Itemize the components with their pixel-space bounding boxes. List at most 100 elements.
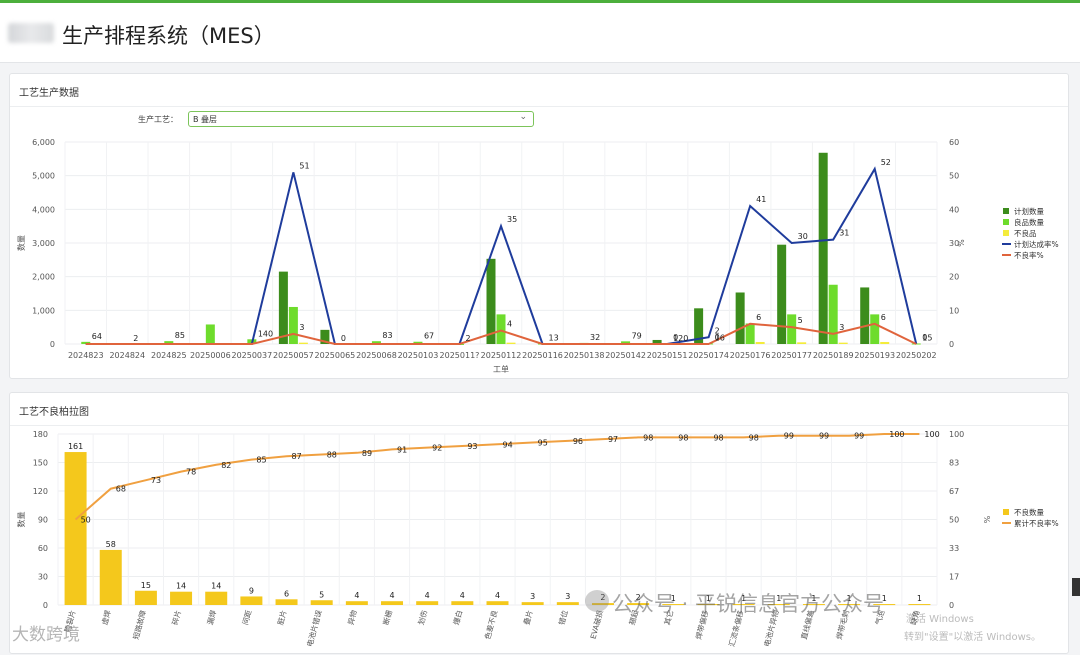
y-tick-label: 180 — [33, 430, 48, 439]
bar — [345, 601, 368, 605]
y-tick-label: 6,000 — [32, 138, 55, 147]
x-tick-label: 缺角 — [908, 609, 922, 626]
data-label: 16 — [715, 333, 725, 342]
process-filter-label: 生产工艺： — [138, 115, 178, 124]
data-label: 41 — [756, 195, 766, 204]
bar — [240, 596, 263, 605]
data-label: 51 — [299, 161, 309, 170]
data-label: 1 — [811, 594, 816, 603]
data-label: 2 — [636, 593, 641, 602]
y-tick-label: 150 — [33, 459, 48, 468]
data-label: 1 — [671, 594, 676, 603]
bar — [556, 602, 579, 605]
bar — [591, 603, 614, 605]
production-chart: 01,0002,0003,0004,0005,0006,000010203040… — [16, 138, 1059, 374]
x-tick-label: 色差不良 — [482, 608, 500, 640]
y-tick-label: 5,000 — [32, 172, 55, 181]
bar — [81, 341, 91, 344]
data-label: 82 — [221, 461, 231, 470]
bar — [451, 601, 474, 605]
bar — [416, 601, 439, 605]
x-tick-label: 异物 — [345, 608, 359, 626]
data-label: 87 — [292, 452, 302, 461]
data-label: 2 — [715, 326, 720, 335]
bar — [767, 604, 790, 606]
x-tick-label: 电池片错误 — [304, 608, 323, 647]
x-tick-label: 20250006 — [190, 351, 231, 360]
bar — [413, 341, 423, 344]
data-label: 1 — [741, 594, 746, 603]
windows-activation-title: 激活 Windows — [906, 614, 974, 625]
chevron-down-icon[interactable]: ⌄ — [519, 112, 527, 122]
data-label: 3 — [565, 592, 570, 601]
x-axis-title: 工单 — [493, 364, 509, 374]
bar — [310, 600, 333, 605]
bar — [802, 604, 825, 606]
bar — [275, 599, 298, 605]
x-tick-label: 20250116 — [522, 351, 563, 360]
y-tick-label: 3,000 — [32, 239, 55, 248]
data-label: 88 — [327, 451, 337, 460]
legend-swatch — [1003, 208, 1009, 214]
data-label: 5 — [319, 590, 324, 599]
y2-axis-title: % — [956, 239, 965, 247]
bar — [838, 604, 861, 606]
x-tick-label: 爆白 — [451, 609, 465, 626]
top-accent-bar — [0, 0, 1080, 3]
y2-tick-label: 0 — [949, 601, 954, 610]
x-tick-label: 碎片 — [169, 609, 183, 626]
data-label: 15 — [141, 581, 151, 590]
data-label: 14 — [211, 582, 221, 591]
y2-tick-label: 20 — [949, 273, 959, 282]
data-label: 31 — [839, 229, 849, 238]
x-tick-label: 其它 — [662, 609, 676, 626]
data-label: 52 — [881, 158, 891, 167]
bar — [697, 604, 720, 606]
data-label: 15 — [922, 333, 932, 342]
data-label: 91 — [397, 445, 407, 454]
data-label: 100 — [924, 430, 939, 439]
x-tick-label: 20250174 — [688, 351, 729, 360]
x-tick-label: 20250057 — [273, 351, 314, 360]
bar — [64, 452, 87, 605]
process-select[interactable]: B 叠层 ⌄ — [188, 111, 534, 127]
x-tick-label: 20250189 — [813, 351, 854, 360]
x-tick-label: 20250176 — [730, 351, 771, 360]
legend-label: 不良数量 — [1014, 507, 1044, 517]
app-header: 生产排程系统（MES） — [0, 3, 1080, 63]
watermark-text: 公众号 · 平锐信息官方公众号 — [612, 592, 885, 616]
y-axis-title: 数量 — [16, 235, 26, 251]
y2-tick-label: 17 — [949, 573, 959, 582]
process-select-value: B 叠层 — [193, 115, 218, 124]
x-tick-label: 20250068 — [356, 351, 397, 360]
cumulative-line — [74, 433, 920, 521]
bar — [870, 314, 880, 344]
data-label: 67 — [424, 332, 434, 341]
side-tab[interactable] — [1072, 578, 1080, 596]
y2-tick-label: 10 — [949, 306, 959, 315]
bar — [621, 341, 631, 344]
bar — [288, 306, 298, 344]
x-tick-label: 20250138 — [564, 351, 605, 360]
data-label: 4 — [495, 591, 500, 600]
bar — [745, 323, 755, 344]
x-tick-label: 间距 — [241, 609, 254, 626]
data-label: 14 — [176, 582, 186, 591]
y2-tick-label: 30 — [949, 239, 959, 248]
x-tick-label: 划伤 — [416, 609, 430, 626]
bar — [694, 308, 704, 344]
bar — [828, 284, 838, 344]
bar — [818, 152, 828, 344]
bar — [880, 341, 890, 344]
data-label: 0 — [715, 333, 720, 342]
data-label: 96 — [573, 437, 583, 446]
panel-title: 工艺生产数据 — [19, 88, 79, 99]
data-label: 6 — [756, 313, 761, 322]
bar — [662, 604, 685, 606]
x-tick-label: 20250202 — [896, 351, 937, 360]
x-tick-label: 20250142 — [605, 351, 646, 360]
legend-label: 良品数量 — [1014, 217, 1044, 227]
data-label: 98 — [749, 433, 759, 442]
legend-label: 计划数量 — [1014, 206, 1044, 216]
x-tick-label: 20250177 — [771, 351, 812, 360]
